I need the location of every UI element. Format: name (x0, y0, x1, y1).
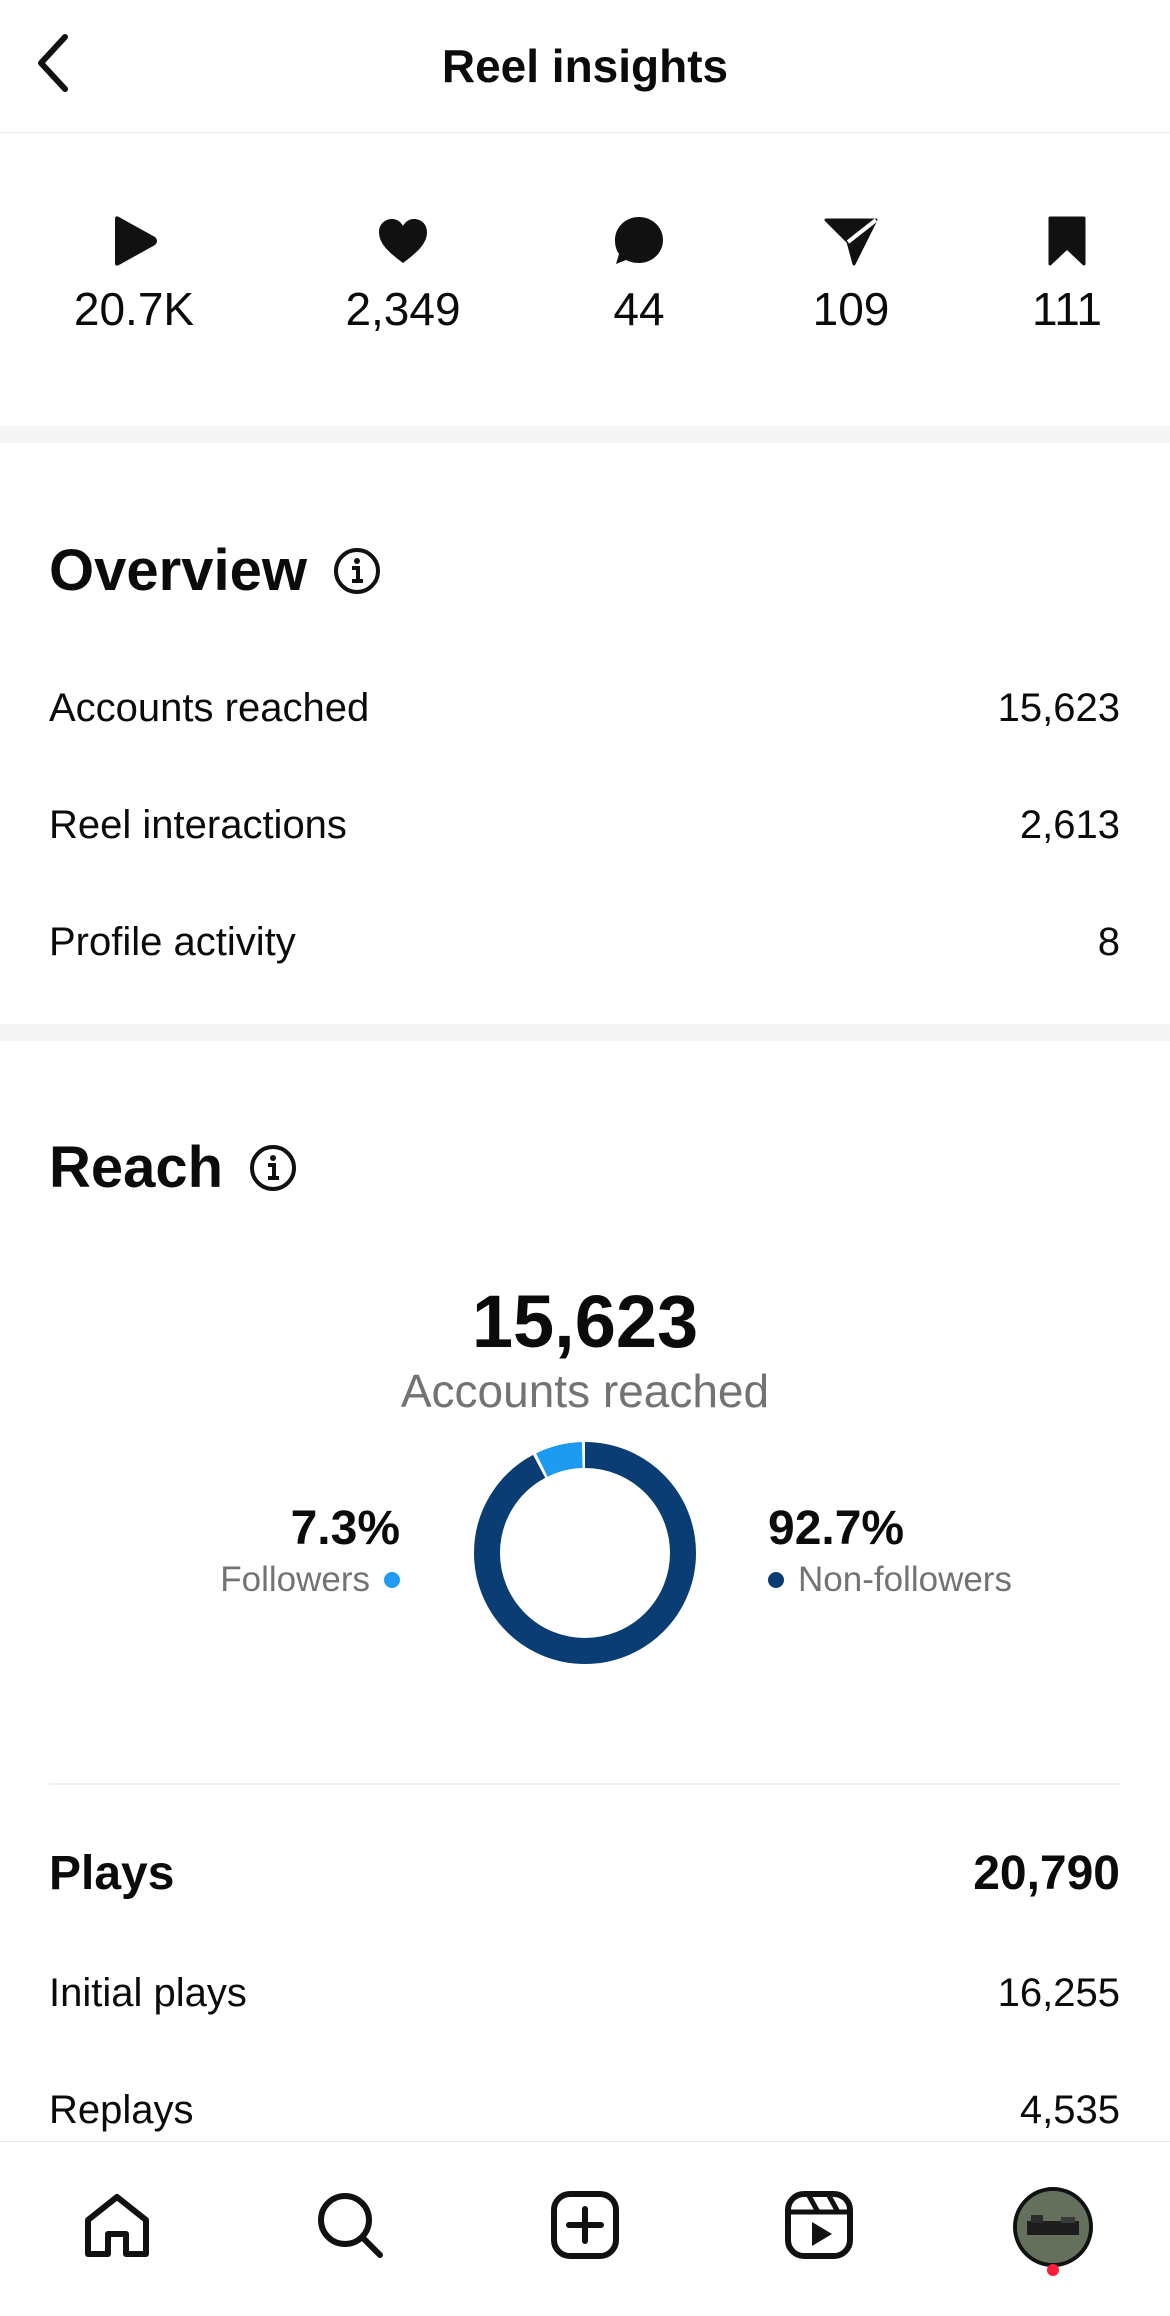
row-value: 15,623 (997, 685, 1120, 730)
stats-row: 20.7K 2,349 44 109 111 (0, 133, 1170, 426)
stat-value: 2,349 (345, 283, 461, 335)
page-title: Reel insights (441, 40, 729, 92)
row-label: Initial plays (49, 1970, 247, 2015)
nav-search[interactable] (305, 2182, 395, 2272)
reach-caption: Accounts reached (400, 1365, 770, 1417)
stat-comments[interactable]: 44 (539, 215, 739, 339)
plays-row-initial[interactable]: Initial plays 16,255 (49, 1963, 1120, 2023)
plays-row-total: Plays 20,790 (49, 1843, 1120, 1903)
bookmark-icon (1047, 215, 1087, 272)
stat-value: 111 (1032, 283, 1102, 335)
bottom-tab-bar (0, 2141, 1170, 2316)
followers-percent: 7.3% (290, 1502, 400, 1555)
stat-saves[interactable]: 111 (967, 215, 1167, 339)
row-value: 16,255 (997, 1970, 1120, 2015)
reach-heading: Reach (49, 1133, 297, 1203)
followers-label: Followers (220, 1560, 370, 1599)
overview-row-accounts-reached[interactable]: Accounts reached 15,623 (49, 678, 1120, 738)
row-label: Accounts reached (49, 685, 370, 730)
non-followers-dot (768, 1572, 784, 1588)
nav-create[interactable] (540, 2182, 630, 2272)
plays-title: Plays (49, 1846, 175, 1900)
overview-heading: Overview (49, 536, 381, 606)
section-divider (0, 426, 1170, 443)
play-icon (109, 215, 159, 272)
stat-value: 109 (812, 283, 890, 335)
search-icon (315, 2190, 385, 2265)
followers-legend: 7.3% Followers (220, 1500, 400, 1602)
plays-row-replays[interactable]: Replays 4,535 (49, 2080, 1120, 2140)
non-followers-legend: 92.7% Non-followers (768, 1500, 1012, 1602)
row-value: 8 (1097, 919, 1120, 964)
row-label: Profile activity (49, 919, 296, 964)
profile-avatar (1013, 2187, 1093, 2267)
section-title: Reach (49, 1135, 224, 1200)
followers-dot (384, 1572, 400, 1588)
stat-value: 20.7K (73, 283, 195, 335)
overview-row-profile-activity[interactable]: Profile activity 8 (49, 912, 1120, 972)
section-title: Overview (49, 538, 307, 603)
top-bar: Reel insights (0, 0, 1170, 133)
reach-total: 15,623 (471, 1280, 699, 1363)
reach-donut-chart (474, 1442, 696, 1664)
section-divider (0, 1024, 1170, 1041)
home-icon (82, 2192, 152, 2263)
donut-segment-non-followers (474, 1442, 696, 1664)
reels-icon (784, 2190, 854, 2265)
stat-likes[interactable]: 2,349 (303, 215, 503, 339)
row-value: 4,535 (1019, 2087, 1120, 2132)
overview-row-reel-interactions[interactable]: Reel interactions 2,613 (49, 795, 1120, 855)
row-label: Reel interactions (49, 802, 347, 847)
non-followers-percent: 92.7% (768, 1502, 905, 1555)
stat-value: 44 (613, 283, 665, 335)
plays-total: 20,790 (973, 1846, 1120, 1900)
stat-plays[interactable]: 20.7K (34, 215, 234, 339)
info-icon[interactable] (249, 1144, 297, 1192)
nav-profile[interactable] (1008, 2182, 1098, 2272)
info-icon[interactable] (333, 547, 381, 595)
divider-line (49, 1783, 1120, 1785)
row-label: Replays (49, 2087, 194, 2132)
stat-shares[interactable]: 109 (751, 215, 951, 339)
comment-icon (613, 215, 665, 272)
nav-home[interactable] (72, 2182, 162, 2272)
chevron-left-icon (33, 33, 73, 98)
row-value: 2,613 (1019, 802, 1120, 847)
back-button[interactable] (18, 30, 88, 100)
heart-icon (377, 217, 429, 270)
nav-reels[interactable] (774, 2182, 864, 2272)
non-followers-label: Non-followers (798, 1560, 1012, 1599)
notification-dot (1047, 2264, 1059, 2276)
create-icon (550, 2190, 620, 2265)
share-icon (824, 216, 878, 271)
